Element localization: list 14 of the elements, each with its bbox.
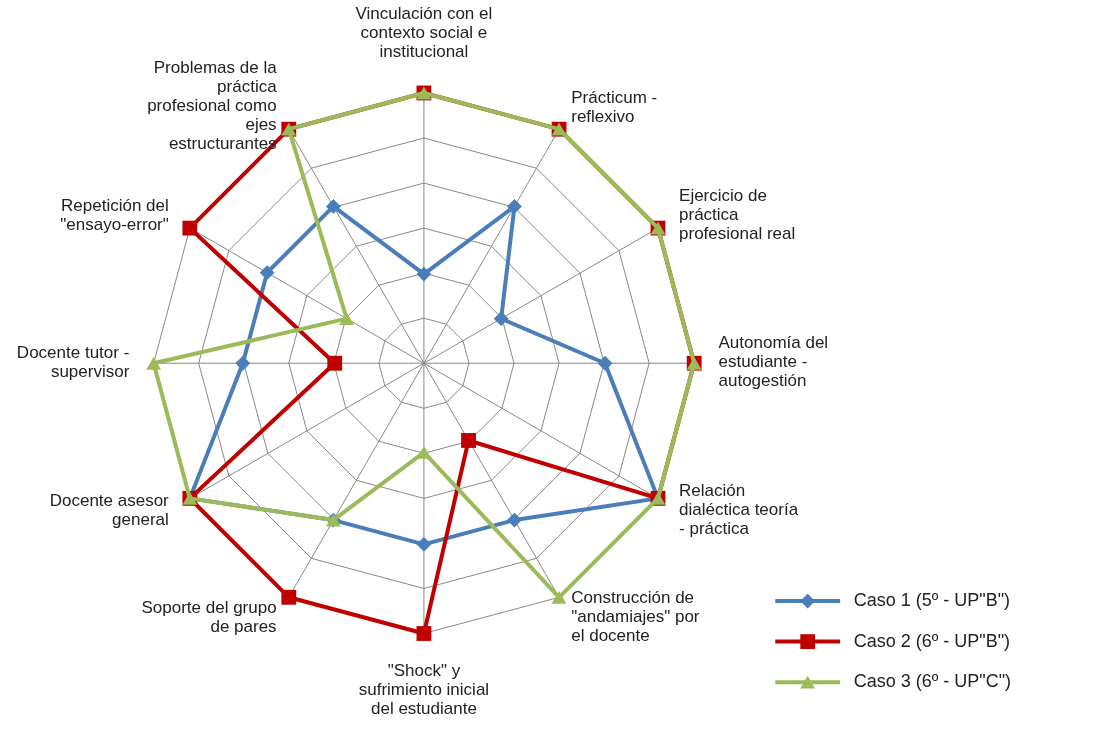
spoke-label: Soporte del grupo de pares [141,598,277,637]
spoke-label: Vinculación con el contexto social e institucional [355,4,493,62]
legend-label: Caso 2 (6º - UP"B") [853,630,1011,651]
spoke-label: Ejercicio de práctica profesional real [679,185,796,243]
spoke-label: Relación dialéctica teoría - práctica [679,480,799,538]
legend-label: Caso 3 (6º - UP"C") [853,671,1012,692]
legend-label: Caso 1 (5º - UP"B") [853,590,1011,611]
spoke-label: Docente tutor - supervisor [16,343,130,382]
spoke-label: Construcción de "andamiajes" por el docente [571,588,700,646]
spoke-label: Repetición del "ensayo-error" [60,195,169,234]
spoke-label: Autonomía del estudiante - autogestión [718,333,829,391]
spoke-label: "Shock" y sufrimiento inicial del estudiante [358,661,490,719]
spoke-label: Prácticum - reflexivo [571,88,658,127]
spoke-label: Docente asesor general [49,490,170,529]
